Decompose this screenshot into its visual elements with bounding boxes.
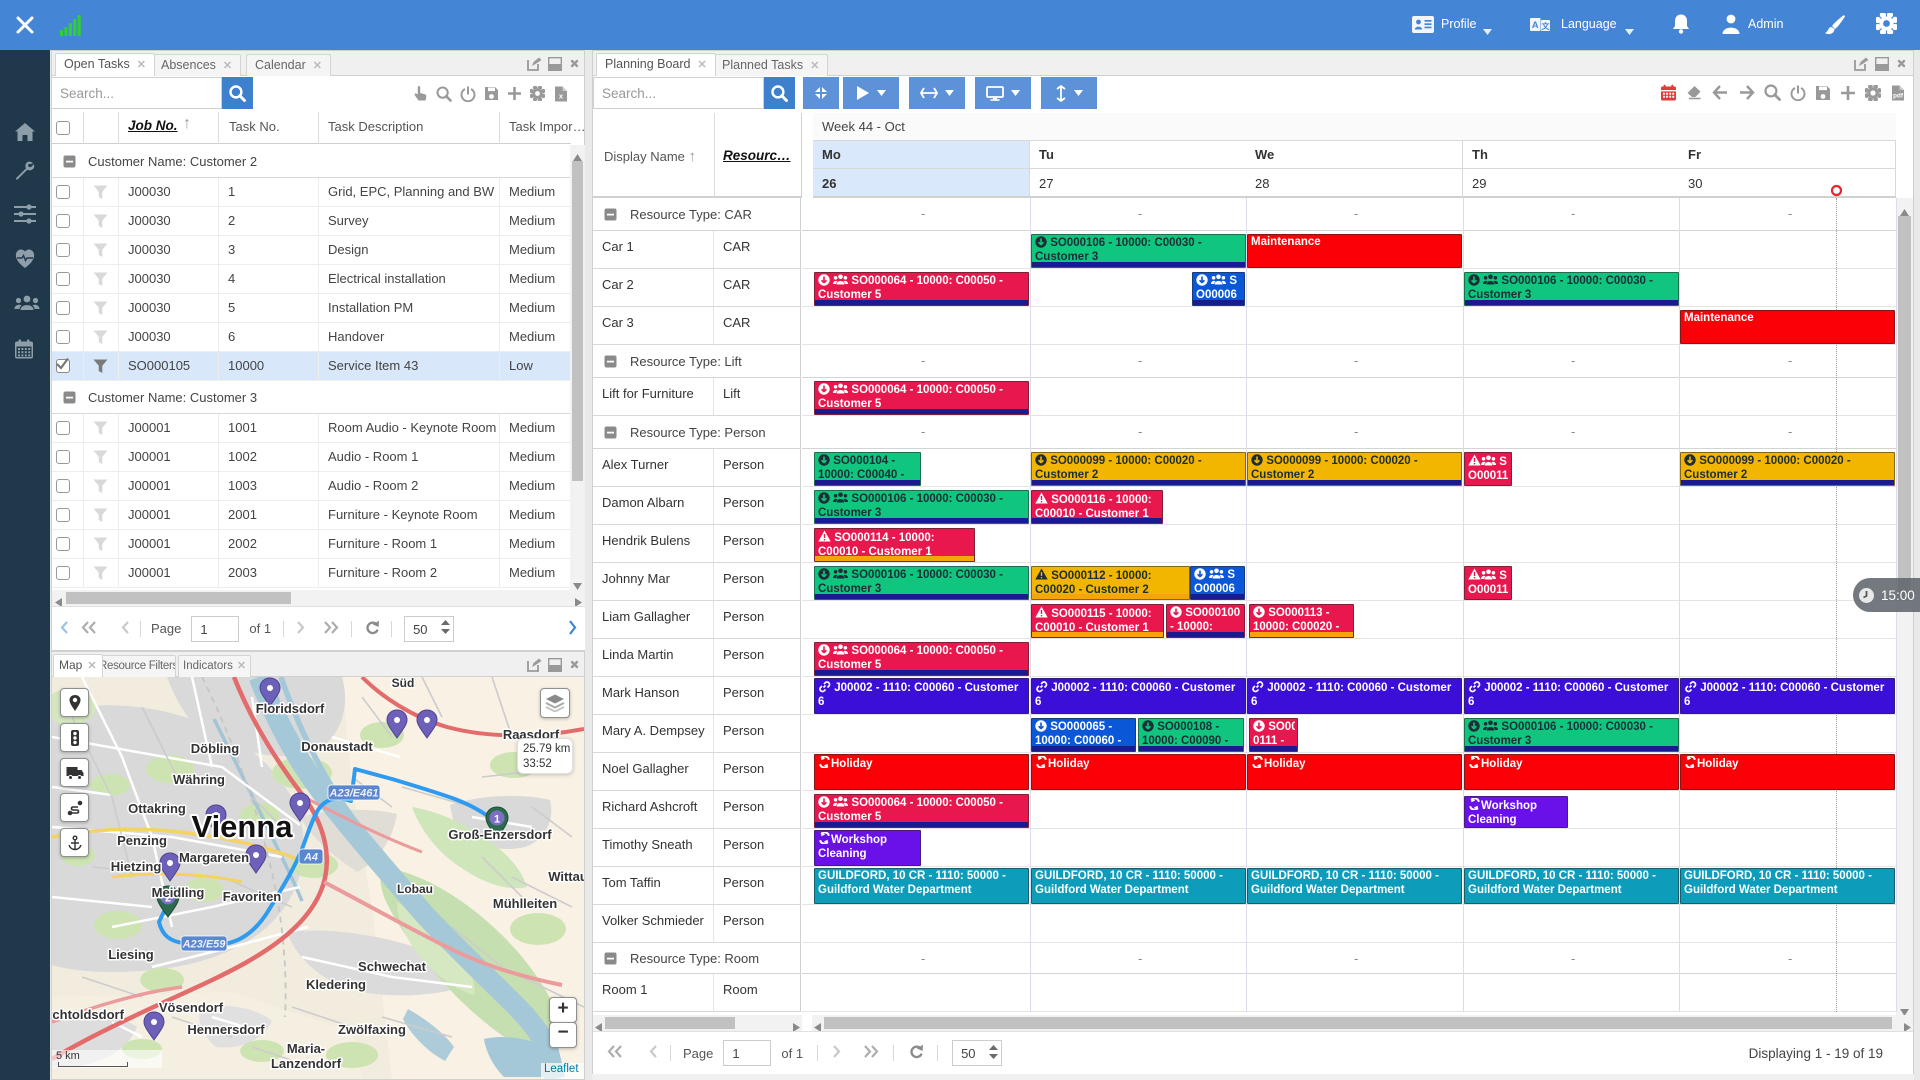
- svg-text:Lobau: Lobau: [397, 882, 433, 896]
- svg-text:文: 文: [1542, 21, 1551, 31]
- svg-text:Wittau: Wittau: [548, 869, 584, 884]
- svg-text:Penzing: Penzing: [117, 833, 167, 848]
- svg-text:Liesing: Liesing: [108, 947, 154, 962]
- svg-text:A4: A4: [303, 852, 318, 864]
- svg-text:Hennersdorf: Hennersdorf: [187, 1022, 265, 1037]
- svg-text:Schwechat: Schwechat: [358, 959, 427, 974]
- svg-text:Margareten: Margareten: [179, 850, 249, 865]
- svg-text:pdf: pdf: [1893, 92, 1904, 99]
- svg-text:Floridsdorf: Floridsdorf: [256, 701, 325, 716]
- svg-text:Vienna: Vienna: [191, 809, 293, 844]
- svg-text:Hietzing: Hietzing: [111, 859, 162, 874]
- svg-text:Ottakring: Ottakring: [128, 801, 186, 816]
- svg-text:Kledering: Kledering: [306, 977, 366, 992]
- svg-text:x: x: [559, 91, 564, 100]
- svg-text:Mühlleiten: Mühlleiten: [493, 896, 557, 911]
- svg-text:Meidling: Meidling: [152, 885, 205, 900]
- svg-text:Groß-Enzersdorf: Groß-Enzersdorf: [448, 827, 552, 842]
- svg-text:Maria-: Maria-: [287, 1041, 325, 1056]
- svg-text:Zwölfaxing: Zwölfaxing: [338, 1022, 406, 1037]
- svg-text:A23/E461: A23/E461: [329, 788, 379, 800]
- svg-text:2: 2: [165, 893, 171, 905]
- svg-text:Donaustadt: Donaustadt: [301, 739, 373, 754]
- svg-text:Lanzendorf: Lanzendorf: [271, 1056, 342, 1071]
- svg-text:Döbling: Döbling: [191, 741, 239, 756]
- svg-text:A23/E59: A23/E59: [182, 939, 227, 951]
- svg-text:Favoriten: Favoriten: [223, 889, 282, 904]
- svg-text:1: 1: [494, 814, 500, 826]
- svg-text:A: A: [1532, 20, 1539, 31]
- svg-text:Vösendorf: Vösendorf: [159, 1000, 224, 1015]
- svg-text:erchtoldsdorf: erchtoldsdorf: [52, 1007, 125, 1022]
- svg-text:Währing: Währing: [173, 772, 225, 787]
- svg-text:Süd: Süd: [392, 677, 415, 690]
